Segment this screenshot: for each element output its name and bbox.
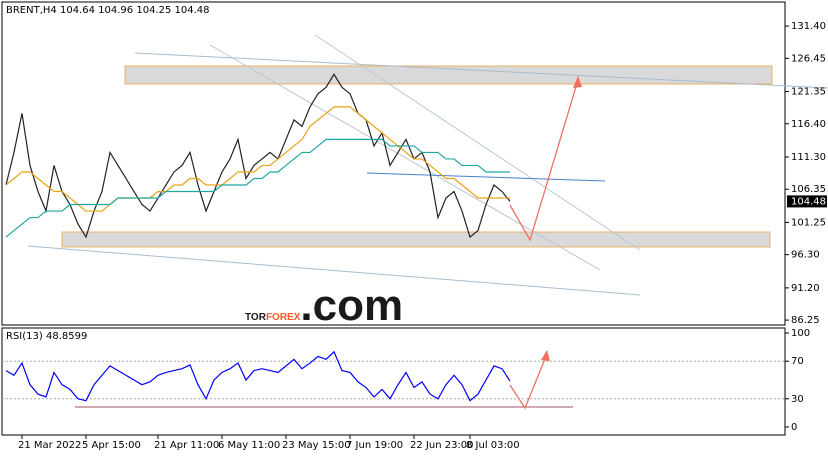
- y-tick-label: 70: [791, 356, 804, 367]
- price-panel: [1, 1, 786, 326]
- x-tick-label: 23 May 15:00: [282, 440, 351, 451]
- y-tick-label: 121.35: [791, 87, 826, 98]
- y-tick-label: 30: [791, 394, 804, 405]
- x-tick-label: 7 Jun 19:00: [346, 440, 403, 451]
- support-zone: [61, 231, 771, 248]
- y-tick-label: 96.30: [791, 250, 820, 261]
- y-tick-label: 101.25: [791, 217, 826, 228]
- rsi-title: RSI(13): [6, 331, 43, 342]
- close: 104.48: [175, 5, 210, 16]
- data-line: [5, 138, 510, 238]
- data-line: [5, 106, 510, 212]
- y-tick-label: 131.40: [791, 21, 826, 32]
- x-tick-label: 21 Mar 2022: [18, 440, 81, 451]
- data-line: [5, 350, 511, 402]
- watermark: TORFOREX.com: [245, 281, 403, 330]
- resistance-zone: [124, 65, 773, 85]
- open: 104.64: [60, 5, 95, 16]
- y-tick-label: 86.25: [791, 315, 820, 326]
- high: 104.96: [98, 5, 133, 16]
- y-tick-label: 116.40: [791, 119, 826, 130]
- rsi-header: RSI(13) 48.8599: [6, 331, 87, 342]
- y-tick-label: 100: [791, 328, 810, 339]
- watermark-part: FOREX: [266, 312, 301, 323]
- arrow-head: [541, 350, 550, 361]
- x-tick-label: 22 Jun 23:00: [410, 440, 474, 451]
- watermark-part: .com: [300, 281, 403, 330]
- y-tick-label: 106.35: [791, 184, 826, 195]
- y-tick-label: 126.45: [791, 53, 826, 64]
- channel-line: [209, 44, 601, 271]
- rsi-value: 48.8599: [46, 331, 87, 342]
- y-tick-label: 111.30: [791, 152, 826, 163]
- x-tick-label: 6 May 11:00: [218, 440, 280, 451]
- price-marker-label: 104.48: [791, 196, 826, 207]
- rsi-panel: [1, 327, 786, 436]
- forecast-arrow: [509, 353, 548, 410]
- price-marker: [787, 195, 827, 208]
- arrow-head: [573, 76, 582, 88]
- channel-line: [314, 34, 641, 251]
- x-tick-label: 5 Apr 15:00: [82, 440, 141, 451]
- trend-line: [134, 52, 828, 89]
- forecast-arrow: [509, 79, 579, 242]
- y-tick-label: 0: [791, 422, 797, 433]
- x-tick-label: 8 Jul 03:00: [466, 440, 520, 451]
- symbol: BRENT,H4: [6, 5, 57, 16]
- y-tick-label: 91.20: [791, 283, 820, 294]
- price-header: BRENT,H4 104.64 104.96 104.25 104.48: [6, 5, 210, 16]
- x-tick-label: 21 Apr 11:00: [154, 440, 219, 451]
- trend-line: [366, 172, 606, 182]
- trend-line: [27, 245, 641, 296]
- data-line: [5, 73, 511, 239]
- low: 104.25: [136, 5, 171, 16]
- watermark-part: TOR: [245, 312, 267, 323]
